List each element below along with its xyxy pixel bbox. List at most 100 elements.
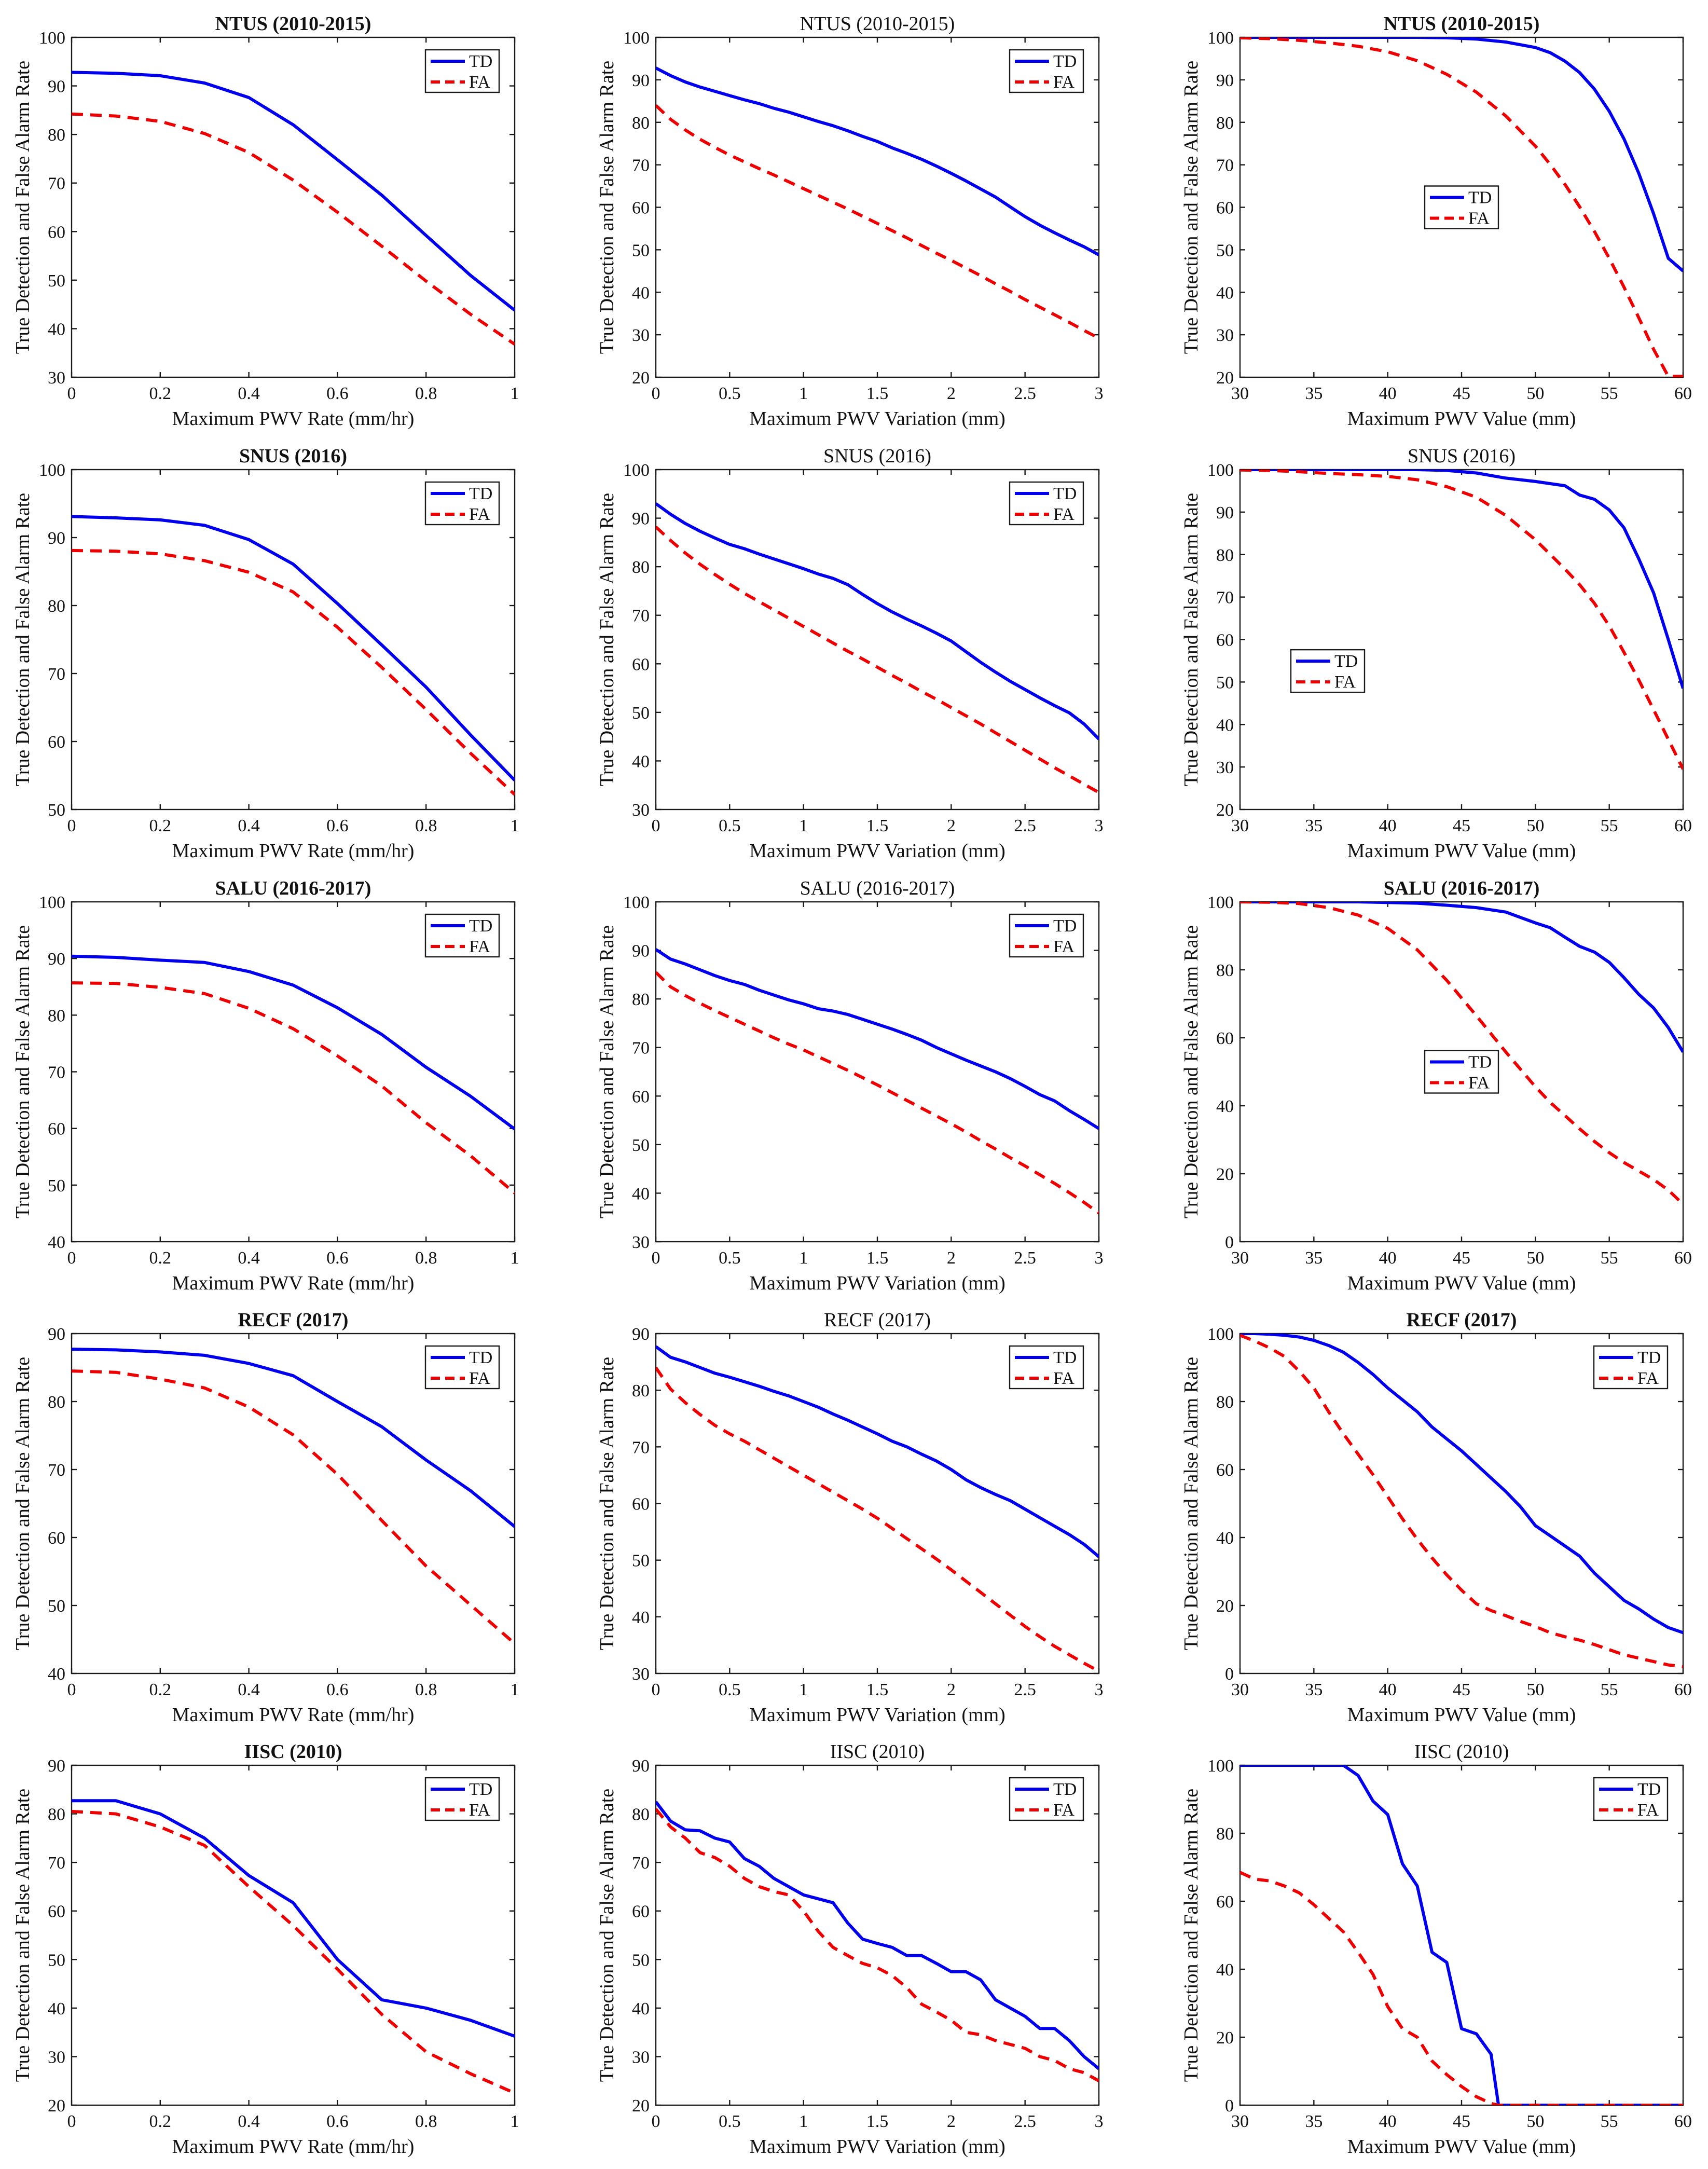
x-tick-label: 1 [511, 2112, 519, 2131]
y-tick-label: 30 [1216, 758, 1234, 777]
subplot-14: 0 0.5 1 1.5 2 2.5 3 20 30 40 50 60 70 80 90 IISC (2010)… [596, 1741, 1104, 2158]
y-tick-label: 50 [632, 1552, 650, 1571]
legend-box [1424, 185, 1499, 229]
series-line-td [72, 71, 515, 312]
y-tick-label: 80 [632, 990, 650, 1009]
y-tick-label: 60 [632, 1902, 650, 1921]
x-axis-label: Maximum PWV Variation (mm) [749, 1272, 1005, 1294]
series-line-td [656, 948, 1099, 1130]
x-axis-label: Maximum PWV Value (mm) [1347, 1704, 1576, 1726]
y-tick-label: 30 [632, 1665, 650, 1684]
x-tick-label: 0.5 [719, 2112, 741, 2131]
plot-title: IISC (2010) [830, 1741, 925, 1763]
x-tick-label: 50 [1526, 384, 1544, 403]
y-tick-label: 100 [1207, 1325, 1234, 1344]
x-tick-label: 1.5 [866, 384, 889, 403]
y-tick-label: 80 [1216, 1393, 1234, 1412]
x-tick-label: 35 [1305, 2112, 1323, 2131]
x-tick-label: 1.5 [866, 2112, 889, 2131]
legend-label-td: TD [1053, 916, 1077, 936]
legend-label-fa: FA [1637, 1369, 1659, 1388]
x-axis-label: Maximum PWV Rate (mm/hr) [172, 2136, 415, 2158]
y-tick-label: 90 [48, 529, 65, 548]
y-tick-label: 30 [632, 2048, 650, 2067]
plot-title: RECF (2017) [238, 1309, 349, 1331]
legend-label-td: TD [1334, 652, 1358, 671]
subplot-7: 0 0.2 0.4 0.6 0.8 1 40 50 60 70 80 90 100 SALU (2016-… [12, 877, 519, 1294]
y-tick-label: 100 [1207, 461, 1234, 480]
legend-box [1009, 481, 1084, 526]
legend-label-fa: FA [1053, 937, 1075, 956]
y-tick-label: 20 [48, 2096, 65, 2116]
series-line-fa [656, 1366, 1099, 1673]
x-tick-label: 0.8 [415, 1680, 437, 1699]
y-tick-label: 80 [1216, 1824, 1234, 1844]
x-tick-label: 0 [67, 384, 76, 403]
y-tick-label: 50 [48, 1951, 65, 1970]
y-tick-label: 70 [48, 1854, 65, 1873]
y-tick-label: 40 [1216, 1097, 1234, 1116]
y-tick-label: 100 [39, 461, 65, 480]
x-tick-label: 0.2 [149, 816, 172, 835]
y-tick-label: 80 [632, 558, 650, 577]
legend-box [1593, 1777, 1669, 1821]
x-tick-label: 0.6 [326, 1680, 349, 1699]
y-tick-label: 60 [1216, 631, 1234, 650]
x-tick-label: 0 [652, 1248, 660, 1268]
x-tick-label: 60 [1674, 1248, 1692, 1268]
x-tick-label: 0.2 [149, 1680, 172, 1699]
legend-label-td: TD [1053, 1780, 1077, 1799]
x-tick-label: 2.5 [1014, 2112, 1036, 2131]
subplot-12: 30 35 40 45 50 55 60 0 20 40 60 80 100 RECF (2017) Max… [1180, 1309, 1692, 1726]
y-tick-label: 60 [632, 655, 650, 674]
x-tick-label: 3 [1095, 816, 1104, 835]
y-axis-label: True Detection and False Alarm Rate [596, 1789, 618, 2082]
x-tick-label: 40 [1379, 1680, 1397, 1699]
legend-box [1009, 49, 1084, 93]
y-tick-label: 30 [632, 801, 650, 820]
y-tick-label: 100 [623, 29, 650, 48]
y-tick-label: 80 [1216, 961, 1234, 980]
y-tick-label: 60 [632, 199, 650, 218]
y-tick-label: 60 [48, 1120, 65, 1139]
x-tick-label: 1 [511, 1680, 519, 1699]
y-tick-label: 80 [632, 1805, 650, 1824]
y-tick-label: 90 [632, 71, 650, 90]
plot-title: SALU (2016-2017) [215, 877, 371, 899]
legend-label-fa: FA [469, 1369, 490, 1388]
plot-title: NTUS (2010-2015) [800, 13, 955, 35]
x-tick-label: 50 [1526, 1248, 1544, 1268]
y-tick-label: 40 [632, 283, 650, 303]
x-tick-label: 2.5 [1014, 1248, 1036, 1268]
y-tick-label: 60 [1216, 1892, 1234, 1912]
legend-label-td: TD [469, 1780, 492, 1799]
series-line-td [656, 66, 1099, 256]
legend-label-fa: FA [1334, 672, 1356, 692]
y-tick-label: 40 [632, 752, 650, 771]
plot-title: NTUS (2010-2015) [1384, 13, 1540, 35]
series-line-fa [1240, 1334, 1683, 1668]
legend-box [424, 481, 500, 526]
x-axis-label: Maximum PWV Value (mm) [1347, 840, 1576, 862]
x-tick-label: 1 [511, 1248, 519, 1268]
y-tick-label: 60 [48, 733, 65, 752]
x-tick-label: 0 [652, 1680, 660, 1699]
y-tick-label: 60 [48, 1902, 65, 1921]
y-tick-label: 0 [1225, 1665, 1234, 1684]
x-tick-label: 30 [1231, 1248, 1249, 1268]
legend-label-td: TD [1053, 484, 1077, 503]
plot-frame [71, 469, 516, 811]
x-tick-label: 60 [1674, 1680, 1692, 1699]
y-tick-label: 50 [48, 801, 65, 820]
y-axis-label: True Detection and False Alarm Rate [596, 493, 618, 786]
x-tick-label: 1 [799, 1248, 808, 1268]
x-tick-label: 55 [1601, 1248, 1618, 1268]
subplot-9: 30 35 40 45 50 55 60 0 20 40 60 80 100 SALU (2016-201… [1180, 877, 1692, 1294]
series-line-fa [1240, 470, 1683, 770]
series-line-fa [72, 548, 515, 796]
